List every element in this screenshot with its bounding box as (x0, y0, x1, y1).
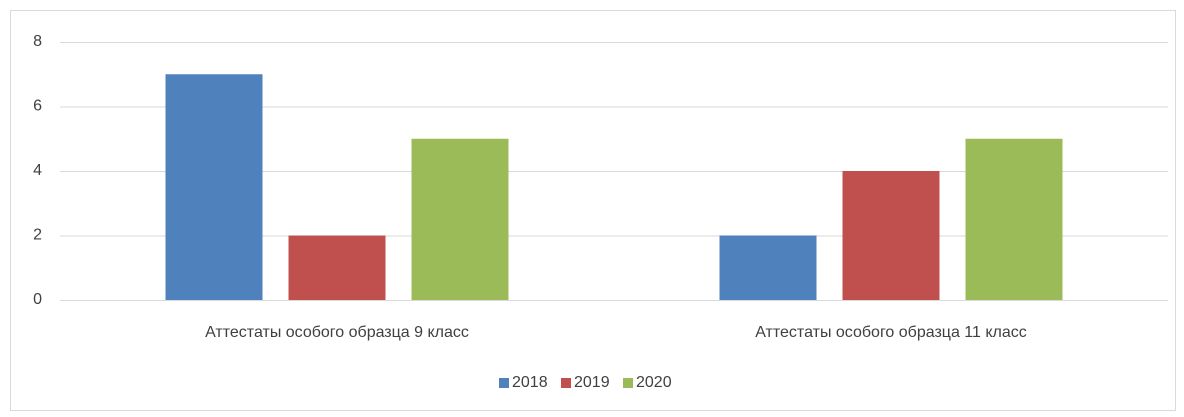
x-tick-label: Аттестаты особого образца 11 класс (755, 324, 1027, 341)
legend-swatch (623, 378, 633, 388)
bar (411, 138, 509, 300)
legend-swatch (499, 378, 509, 388)
x-tick-label: Аттестаты особого образца 9 класс (205, 324, 469, 341)
bar (842, 171, 940, 300)
y-tick-label: 2 (33, 227, 42, 244)
y-tick-label: 4 (33, 162, 42, 179)
bar (165, 74, 263, 300)
legend-label: 2018 (512, 374, 548, 391)
y-tick-label: 6 (33, 98, 42, 115)
legend-swatch (561, 378, 571, 388)
bar (288, 235, 386, 300)
legend-label: 2019 (574, 374, 610, 391)
y-tick-label: 0 (33, 291, 42, 308)
bar (719, 235, 817, 300)
y-tick-label: 8 (33, 33, 42, 50)
bar (965, 138, 1063, 300)
legend-label: 2020 (636, 374, 672, 391)
